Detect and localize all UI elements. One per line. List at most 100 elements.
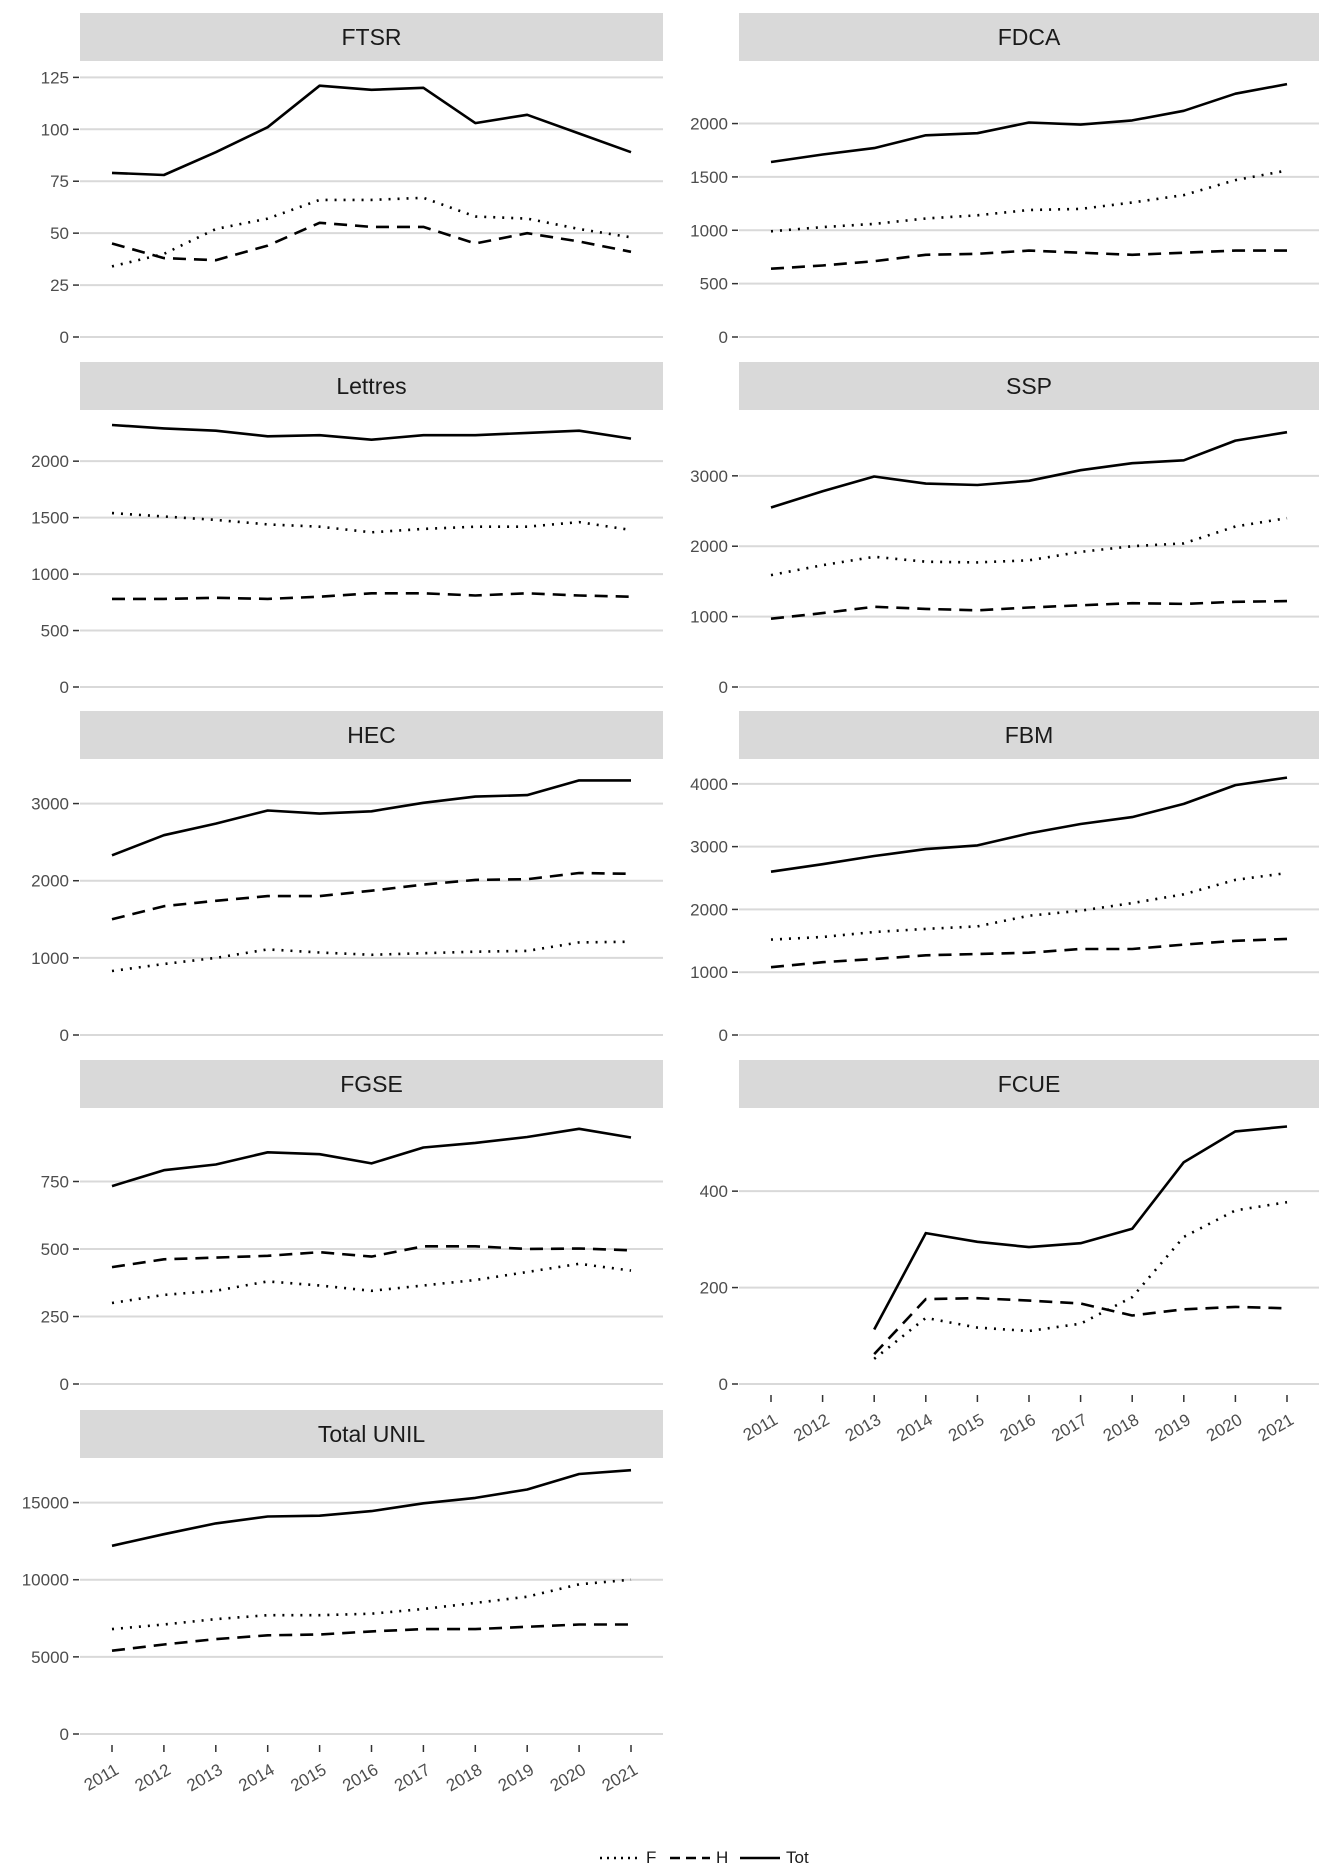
series-line-f	[111, 511, 632, 534]
y-tick-label: 125	[41, 68, 69, 87]
panel-strip	[80, 711, 663, 759]
series-line-f	[770, 871, 1288, 941]
y-tick-label: 0	[60, 1375, 69, 1394]
series-line-f	[111, 1262, 632, 1305]
x-tick-label: 2018	[1100, 1410, 1142, 1445]
y-tick-label: 0	[719, 1375, 728, 1394]
x-tick-label: 2021	[599, 1760, 641, 1795]
series-line-tot	[111, 1127, 632, 1188]
panel-title: Total UNIL	[318, 1421, 426, 1447]
series-line-tot	[770, 776, 1288, 873]
series-line-f	[873, 1200, 1288, 1360]
x-tick-label: 2017	[1048, 1410, 1090, 1445]
series-line-h	[873, 1296, 1288, 1355]
series-line-tot	[873, 1125, 1288, 1331]
y-tick-label: 1000	[31, 565, 69, 584]
series-line-f	[770, 169, 1288, 233]
panel-strip	[80, 13, 663, 61]
y-tick-label: 5000	[31, 1648, 69, 1667]
panel-title: HEC	[347, 722, 396, 748]
panel-title: FCUE	[998, 1071, 1061, 1097]
panel-strip	[739, 1060, 1319, 1108]
panel-total-unil: Total UNIL 0 5000 10000 15000 2011 2012 2013 201…	[22, 1410, 663, 1795]
x-tick-label: 2019	[495, 1760, 537, 1795]
y-tick-label: 1500	[690, 168, 728, 187]
x-tick-label: 2012	[132, 1760, 174, 1795]
panel-strip	[80, 362, 663, 410]
panel-strip	[80, 1060, 663, 1108]
y-tick-label: 15000	[22, 1494, 69, 1513]
chart-panels: FTSR0255075100125FDCA0500100015002000Let…	[22, 13, 1319, 1795]
panel-strip	[739, 362, 1319, 410]
series-line-tot	[770, 430, 1288, 509]
y-tick-label: 250	[41, 1308, 69, 1327]
x-tick-label: 2021	[1255, 1410, 1297, 1445]
y-tick-label: 0	[60, 328, 69, 347]
x-tick-label: 2020	[547, 1760, 589, 1795]
x-tick-label: 2011	[81, 1760, 122, 1795]
series-line-h	[770, 249, 1287, 270]
panel-hec: HEC 0 1000 2000 3000	[31, 711, 663, 1045]
legend-label-h: H	[716, 1848, 728, 1867]
legend-label-f: F	[646, 1848, 656, 1867]
x-tick-label: 2016	[997, 1410, 1039, 1445]
series-line-tot	[111, 84, 632, 177]
panel-title: FTSR	[341, 24, 401, 50]
y-tick-label: 2000	[690, 115, 728, 134]
y-tick-label: 4000	[690, 775, 728, 794]
y-tick-label: 3000	[690, 467, 728, 486]
legend-label-tot: Tot	[786, 1848, 809, 1867]
y-tick-label: 0	[60, 1725, 69, 1744]
y-tick-label: 500	[41, 622, 69, 641]
series-line-h	[111, 1245, 632, 1269]
y-tick-label: 75	[50, 172, 69, 191]
series-line-tot	[111, 1468, 632, 1548]
series-line-h	[770, 937, 1288, 969]
panel-strip	[739, 711, 1319, 759]
x-tick-label: 2015	[287, 1760, 329, 1795]
panel-fdca: FDCA 0 500 1000 1500 2000	[690, 13, 1319, 347]
y-tick-label: 0	[60, 1026, 69, 1045]
x-tick-label: 2015	[945, 1410, 987, 1445]
panel-title: FGSE	[340, 1071, 403, 1097]
panel-fbm: FBM 0 1000 2000 3000 4000	[690, 711, 1319, 1045]
panel-fcue: FCUE 0 200 400 2011 2012 2013 2014 2015 2016 2017 2…	[700, 1060, 1319, 1445]
y-tick-label: 1000	[690, 963, 728, 982]
x-tick-label: 2020	[1203, 1410, 1245, 1445]
y-tick-label: 1000	[31, 949, 69, 968]
x-tick-label: 2014	[235, 1760, 277, 1795]
y-tick-label: 500	[41, 1240, 69, 1259]
series-line-tot	[111, 779, 631, 857]
y-tick-label: 0	[60, 678, 69, 697]
y-tick-label: 2000	[31, 872, 69, 891]
series-line-h	[112, 591, 632, 601]
y-tick-label: 2000	[690, 537, 728, 556]
y-tick-label: 2000	[690, 900, 728, 919]
y-tick-label: 3000	[31, 795, 69, 814]
y-tick-label: 1500	[31, 509, 69, 528]
panel-ssp: SSP 0 1000 2000 3000	[690, 362, 1319, 697]
x-tick-label: 2017	[391, 1760, 433, 1795]
y-tick-label: 0	[719, 328, 728, 347]
panel-lettres: Lettres 0 500 1000 1500 2000	[31, 362, 663, 697]
y-tick-label: 25	[50, 276, 69, 295]
panel-title: FBM	[1005, 722, 1054, 748]
series-line-f	[111, 196, 632, 268]
y-tick-label: 750	[41, 1173, 69, 1192]
panel-title: FDCA	[998, 24, 1061, 50]
series-line-f	[111, 1578, 632, 1631]
y-tick-label: 10000	[22, 1571, 69, 1590]
y-tick-label: 2000	[31, 452, 69, 471]
x-tick-label: 2013	[184, 1760, 226, 1795]
series-line-f	[111, 940, 632, 973]
panel-strip	[739, 13, 1319, 61]
series-line-f	[770, 516, 1288, 577]
y-tick-label: 400	[700, 1182, 728, 1201]
y-tick-label: 50	[50, 224, 69, 243]
x-tick-label: 2013	[842, 1410, 884, 1445]
x-tick-label: 2019	[1152, 1410, 1194, 1445]
series-line-tot	[111, 423, 632, 442]
series-line-h	[111, 1623, 631, 1652]
y-tick-label: 0	[719, 1026, 728, 1045]
x-tick-label: 2011	[740, 1410, 781, 1445]
